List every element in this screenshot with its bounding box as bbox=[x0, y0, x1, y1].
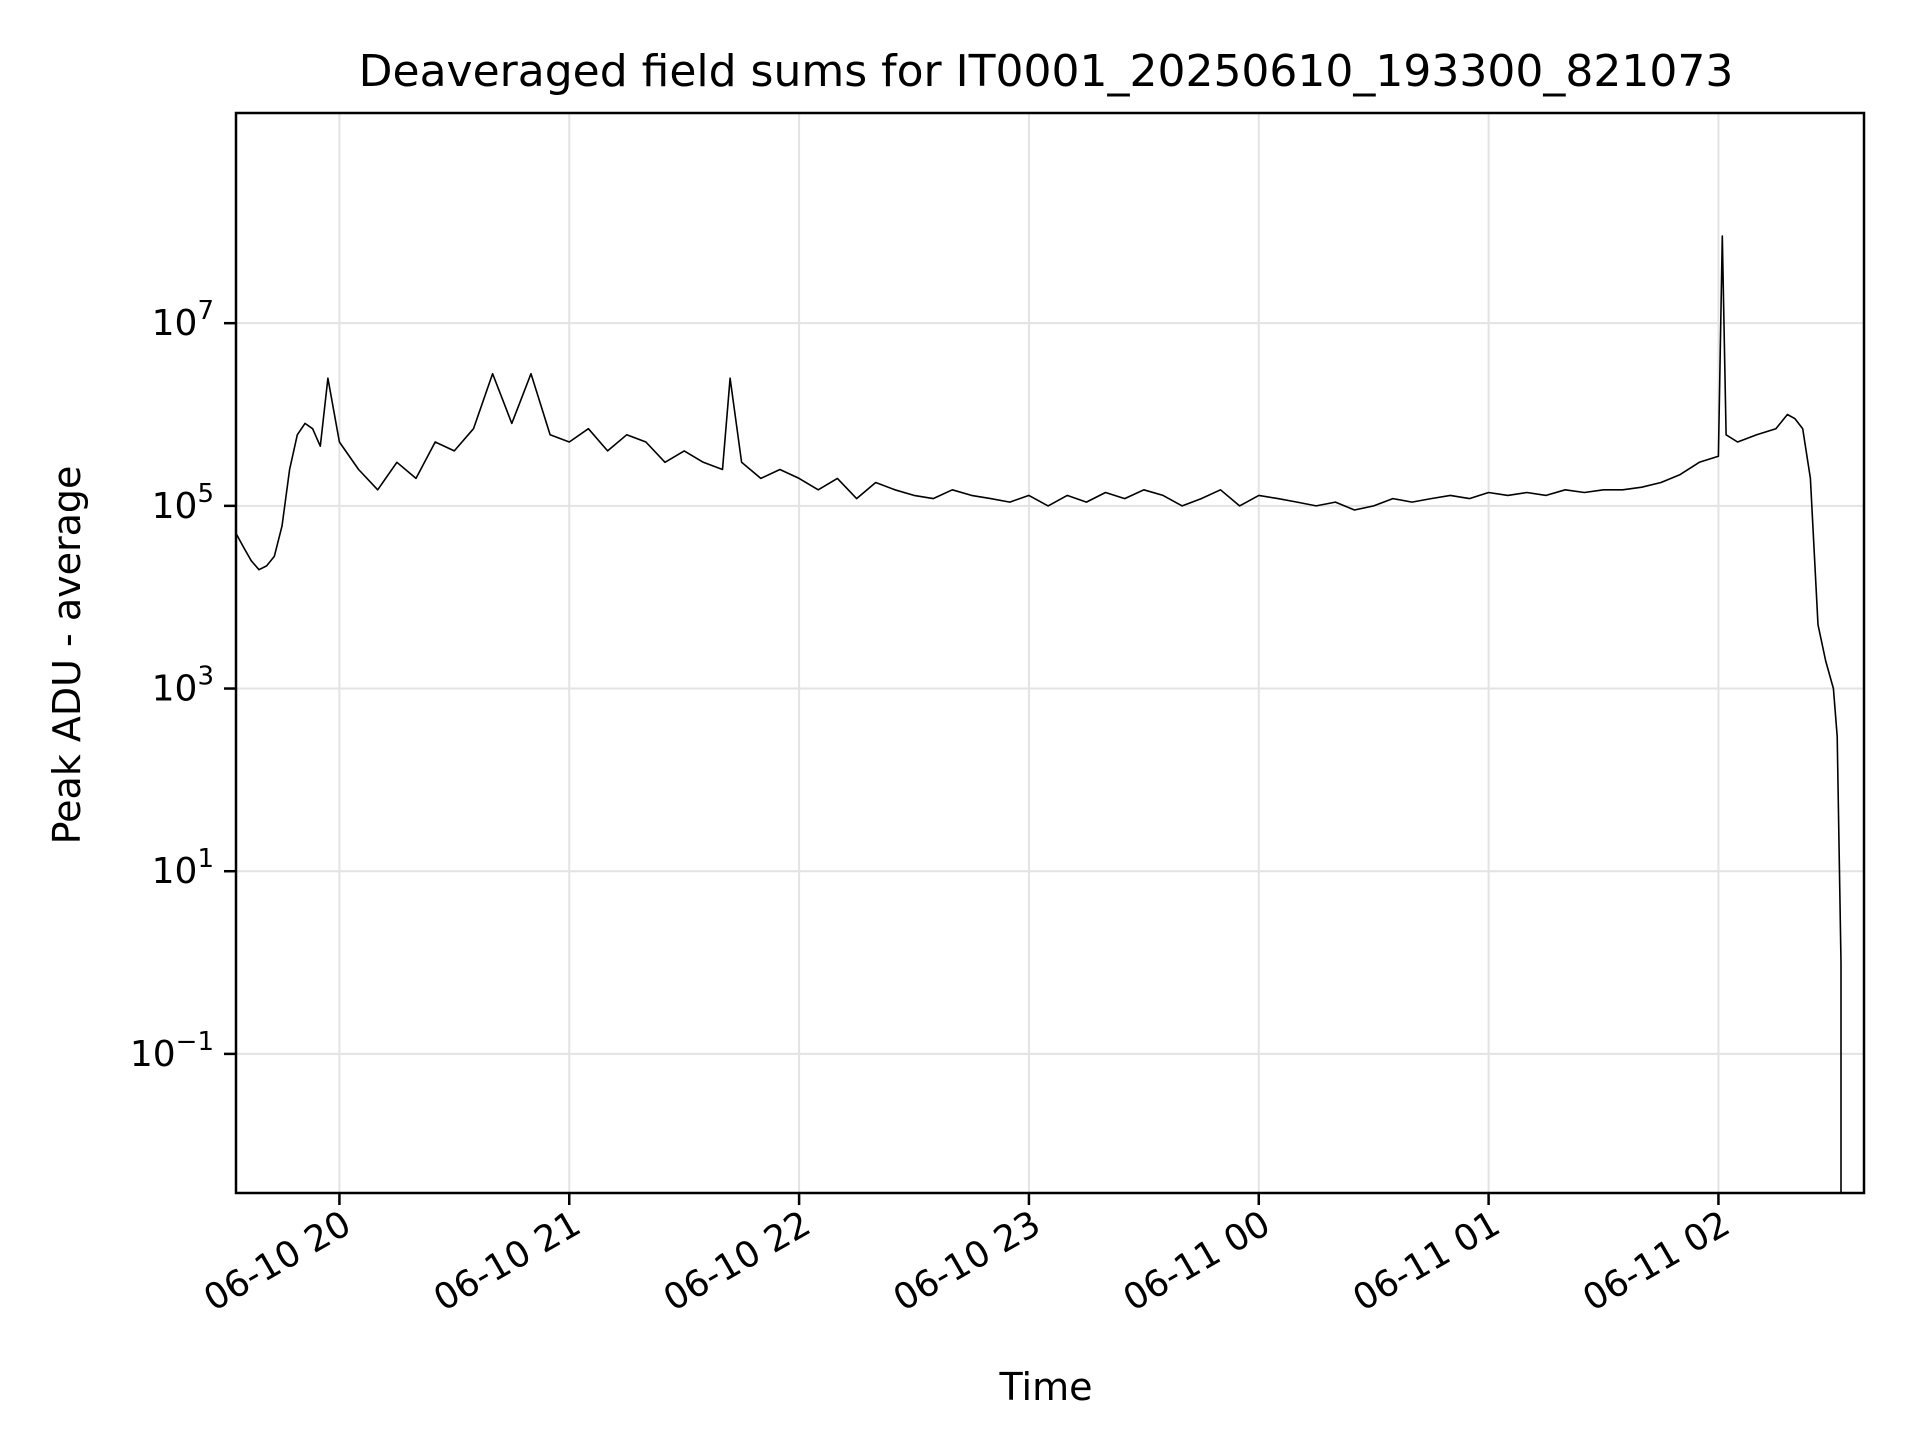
y-tick-label: 10−1 bbox=[130, 1027, 214, 1075]
data-series bbox=[235, 235, 1842, 1193]
x-axis-label: Time bbox=[999, 1365, 1093, 1409]
chart-title: Deaveraged field sums for IT0001_2025061… bbox=[359, 46, 1734, 97]
y-axis: 107 105 103 101 10−1 bbox=[130, 296, 236, 1075]
y-tick-label: 103 bbox=[152, 662, 214, 710]
y-axis-label: Peak ADU - average bbox=[45, 466, 89, 845]
grid-lines bbox=[236, 113, 1864, 1193]
series-line bbox=[235, 235, 1842, 1193]
y-tick-label: 101 bbox=[152, 844, 214, 892]
plot-frame bbox=[234, 111, 1866, 1195]
y-tick-label: 105 bbox=[152, 479, 214, 527]
y-tick-label: 107 bbox=[152, 296, 214, 344]
